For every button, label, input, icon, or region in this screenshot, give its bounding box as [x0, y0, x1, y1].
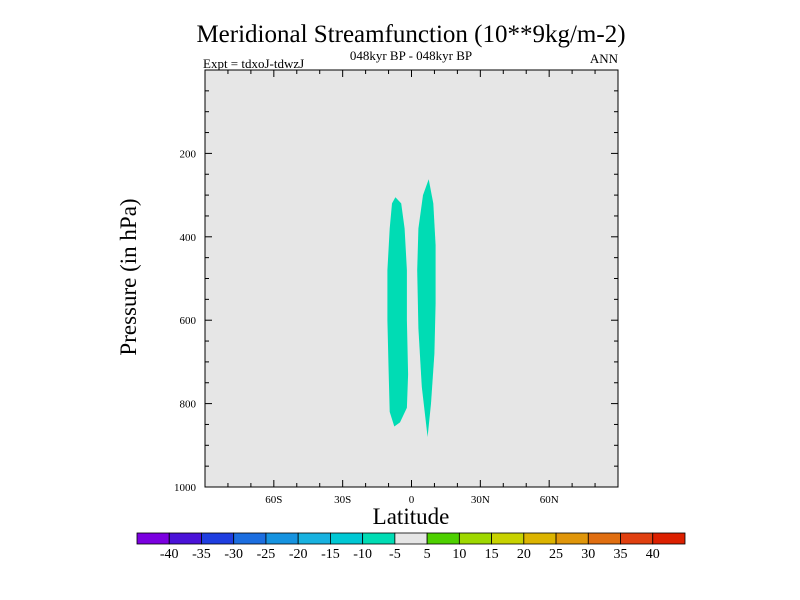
- plot-background: [205, 70, 618, 487]
- plot-area: [205, 70, 618, 487]
- y-axis-label: Pressure (in hPa): [116, 198, 141, 355]
- colorbar-swatch: [168, 532, 202, 545]
- colorbar-label: 30: [581, 547, 595, 562]
- colorbar-label: 40: [646, 547, 660, 562]
- colorbar-swatch: [426, 532, 460, 545]
- colorbar-label: 20: [517, 547, 531, 562]
- colorbar-label: -20: [289, 547, 308, 562]
- y-tick-label: 600: [180, 315, 197, 327]
- y-tick-label: 800: [180, 399, 197, 411]
- colorbar-swatch: [523, 532, 557, 545]
- y-tick-label: 1000: [174, 482, 197, 494]
- colorbar-swatch: [458, 532, 492, 545]
- contour-region-1: [387, 197, 409, 427]
- colorbar-swatch: [394, 532, 428, 545]
- colorbar-swatch: [233, 532, 267, 545]
- chart-subtitle-left: Expt = tdxoJ-tdwzJ: [203, 56, 304, 71]
- colorbar-label: -30: [224, 547, 243, 562]
- x-tick-label: 30N: [471, 494, 490, 506]
- chart-title: Meridional Streamfunction (10**9kg/m-2): [196, 21, 625, 48]
- colorbar-swatch: [297, 532, 331, 545]
- colorbar-label: -40: [160, 547, 179, 562]
- colorbar-swatch: [330, 532, 364, 545]
- colorbar-label: -25: [257, 547, 276, 562]
- x-tick-label: 0: [409, 494, 415, 506]
- colorbar-label: -15: [321, 547, 340, 562]
- colorbar-swatch: [136, 532, 170, 545]
- colorbar-swatch: [201, 532, 235, 545]
- chart-subtitle-right: ANN: [590, 51, 619, 66]
- y-tick-label: 400: [180, 232, 197, 244]
- x-axis: 60S 30S 0 30N 60N: [204, 70, 619, 506]
- x-tick-label: 60N: [540, 494, 559, 506]
- contour-region-2: [417, 179, 436, 438]
- colorbar-swatch: [587, 532, 621, 545]
- colorbar-swatch: [620, 532, 654, 545]
- chart-subtitle-center: 048kyr BP - 048kyr BP: [350, 48, 472, 63]
- colorbar-label: -5: [389, 547, 401, 562]
- colorbar-swatch: [555, 532, 589, 545]
- contour-regions: [387, 179, 436, 438]
- colorbar-label: 15: [485, 547, 499, 562]
- colorbar-label: 25: [549, 547, 563, 562]
- x-tick-label: 60S: [265, 494, 282, 506]
- x-tick-label: 30S: [334, 494, 351, 506]
- colorbar-label: 35: [614, 547, 628, 562]
- colorbar-label: -35: [192, 547, 211, 562]
- x-axis-label: Latitude: [373, 504, 450, 529]
- colorbar: -40 -35 -30 -25 -20 -15 -10 -5 5 10 15 20 25 30 35 40: [136, 532, 686, 562]
- colorbar-swatch: [652, 532, 686, 545]
- colorbar-label: -10: [353, 547, 372, 562]
- y-tick-label: 200: [180, 148, 197, 160]
- colorbar-label: 10: [452, 547, 466, 562]
- y-axis: 200 400 600 800 1000: [174, 90, 618, 494]
- colorbar-swatch: [362, 532, 396, 545]
- colorbar-label: 5: [424, 547, 431, 562]
- colorbar-swatch: [491, 532, 525, 545]
- colorbar-swatch: [265, 532, 299, 545]
